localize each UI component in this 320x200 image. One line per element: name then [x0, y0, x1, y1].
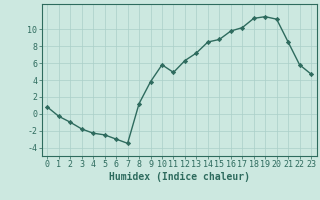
X-axis label: Humidex (Indice chaleur): Humidex (Indice chaleur) — [109, 172, 250, 182]
